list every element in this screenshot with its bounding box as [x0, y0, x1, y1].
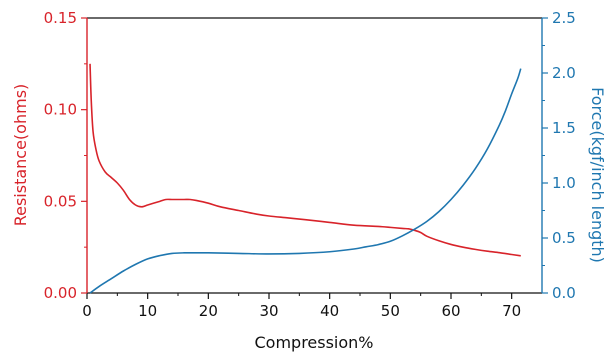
- x-tick-label: 20: [199, 302, 218, 320]
- y-axis-left-label: Resistance(ohms): [11, 84, 30, 227]
- y-left-tick-label: 0.05: [44, 192, 77, 210]
- force-series-line: [89, 68, 522, 294]
- x-tick-label: 30: [259, 302, 278, 320]
- x-tick-label: 60: [441, 302, 460, 320]
- x-axis-ticks: 0 10 20 30 40 50 60 70: [82, 293, 521, 320]
- y-axis-right-label: Force(kgf/inch length): [588, 87, 607, 263]
- x-tick-label: 40: [320, 302, 339, 320]
- y-left-tick-label: 0.10: [44, 101, 77, 119]
- x-axis-label: Compression%: [254, 333, 373, 352]
- y-right-tick-label: 2.5: [552, 9, 576, 27]
- x-tick-label: 0: [82, 302, 92, 320]
- y-axis-left-ticks: 0.00 0.05 0.10 0.15: [44, 9, 87, 302]
- y-axis-right-ticks: 0.0 0.5 1.0 1.5 2.0 2.5: [542, 9, 576, 302]
- x-tick-label: 70: [502, 302, 521, 320]
- x-tick-label: 10: [138, 302, 157, 320]
- y-left-tick-label: 0.15: [44, 9, 77, 27]
- y-right-tick-label: 2.0: [552, 64, 576, 82]
- x-tick-label: 50: [381, 302, 400, 320]
- y-left-tick-label: 0.00: [44, 284, 77, 302]
- y-right-tick-label: 1.0: [552, 174, 576, 192]
- resistance-series-line: [89, 63, 521, 257]
- y-right-tick-label: 0.0: [552, 284, 576, 302]
- y-right-tick-label: 1.5: [552, 119, 576, 137]
- y-right-tick-label: 0.5: [552, 229, 576, 247]
